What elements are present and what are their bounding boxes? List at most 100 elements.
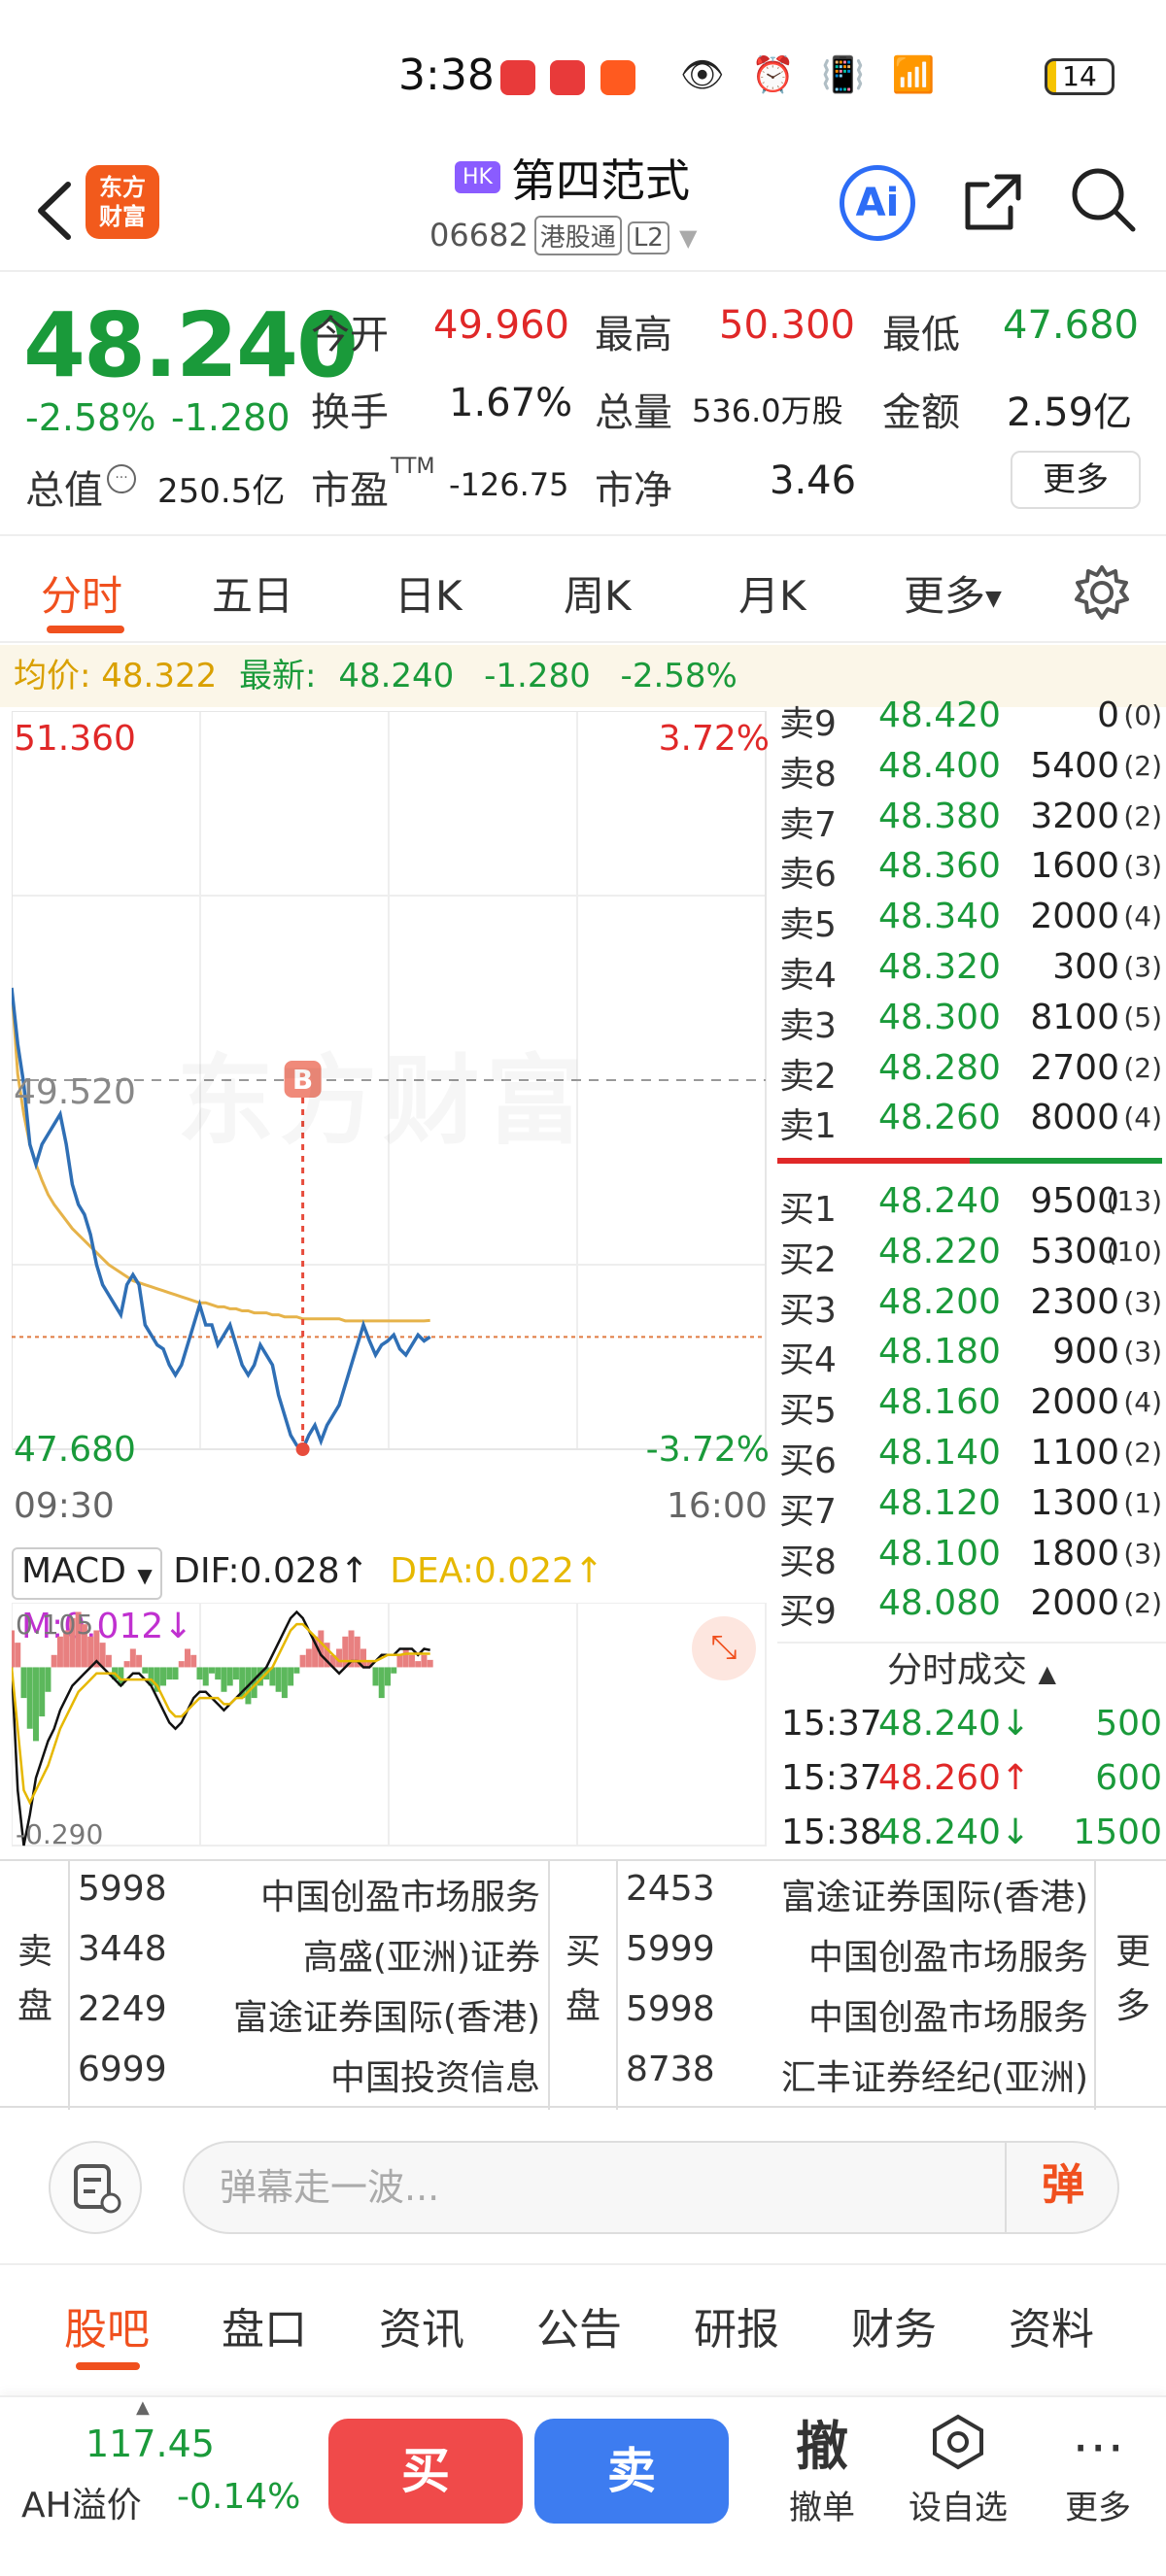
tab-research[interactable]: 研报	[694, 2294, 779, 2356]
tab-weekly-k[interactable]: 周K	[564, 563, 632, 623]
broker-id[interactable]: 2453	[626, 1869, 715, 1909]
broker-id[interactable]: 5999	[626, 1929, 715, 1969]
tab-pankou[interactable]: 盘口	[222, 2294, 307, 2356]
level-price: 48.240	[878, 1181, 1001, 1221]
bid-row[interactable]: 买448.180900(3)	[777, 1326, 1166, 1376]
ask-row[interactable]: 卖748.3803200(2)	[777, 791, 1166, 841]
broker-name[interactable]: 富途证券国际(香港)	[175, 1989, 540, 2040]
tab-more[interactable]: 更多▼	[904, 563, 1002, 623]
level-volume: 5400	[1030, 746, 1119, 786]
info-dots-icon[interactable]: ···	[107, 464, 136, 493]
tab-five-day[interactable]: 五日	[212, 563, 293, 623]
ask-row[interactable]: 卖848.4005400(2)	[777, 740, 1166, 791]
back-arrow-icon[interactable]	[27, 177, 86, 245]
tick-trades-header[interactable]: 分时成交 ▲	[777, 1642, 1166, 1696]
logo-text: 东方	[86, 173, 159, 202]
trade-volume: 600	[1095, 1758, 1162, 1798]
ask-row[interactable]: 卖948.4200(0)	[777, 690, 1166, 740]
stock-code-line[interactable]: 06682港股通L2 ▼	[429, 216, 697, 255]
tab-guba[interactable]: 股吧	[64, 2294, 150, 2356]
bid-row[interactable]: 买648.1401100(2)	[777, 1427, 1166, 1477]
bid-row[interactable]: 买348.2002300(3)	[777, 1276, 1166, 1327]
level-count: (0)	[1123, 699, 1162, 731]
broker-name[interactable]: 中国投资信息	[175, 2050, 540, 2100]
last-price: 48.240	[23, 293, 357, 397]
buy-button[interactable]: 买	[328, 2419, 523, 2524]
broker-id[interactable]: 6999	[78, 2050, 167, 2089]
caret-down-icon: ▼	[137, 1564, 152, 1587]
level-count: (4)	[1123, 900, 1162, 932]
broker-id[interactable]: 5998	[626, 1989, 715, 2029]
macd-bar	[106, 1655, 112, 1668]
ask-row[interactable]: 卖148.2608000(4)	[777, 1092, 1166, 1142]
broker-id[interactable]: 2249	[78, 1989, 167, 2029]
volume-value: 536.0万股	[692, 387, 843, 431]
search-icon[interactable]	[1069, 165, 1137, 233]
tab-more-label: 更多	[904, 572, 985, 620]
cancel-order-button[interactable]: 撤 撤单	[764, 2413, 880, 2528]
macd-chart-svg[interactable]	[12, 1603, 770, 1855]
note-settings-icon[interactable]	[49, 2141, 142, 2234]
tab-news[interactable]: 资讯	[379, 2294, 464, 2356]
ask-row[interactable]: 卖448.320300(3)	[777, 941, 1166, 992]
danmu-input[interactable]: 弹幕走一波...	[183, 2141, 1119, 2234]
broker-name[interactable]: 中国创盈市场服务	[723, 1929, 1088, 1980]
pe-label: 市盈	[311, 458, 389, 515]
tab-profile[interactable]: 资料	[1009, 2294, 1094, 2356]
ask-row[interactable]: 卖548.3402000(4)	[777, 891, 1166, 941]
ask-row[interactable]: 卖248.2802700(2)	[777, 1042, 1166, 1093]
tab-financials[interactable]: 财务	[851, 2294, 937, 2356]
level-count: (3)	[1123, 1336, 1162, 1368]
sell-button[interactable]: 卖	[534, 2419, 729, 2524]
intraday-chart[interactable]: B 东方财富 51.360 3.72% 49.520 47.680 -3.72%	[12, 711, 770, 1478]
broker-id[interactable]: 3448	[78, 1929, 167, 1969]
share-icon[interactable]	[962, 171, 1024, 233]
broker-name[interactable]: 富途证券国际(香港)	[723, 1869, 1088, 1919]
macd-bar	[124, 1661, 130, 1667]
danmu-toggle-button[interactable]: 弹	[1005, 2141, 1119, 2234]
broker-id[interactable]: 5998	[78, 1869, 167, 1909]
notification-app-icon	[500, 60, 535, 95]
bid-row[interactable]: 买948.0802000(2)	[777, 1577, 1166, 1628]
ask-row[interactable]: 卖348.3008100(5)	[777, 992, 1166, 1042]
stock-name[interactable]: 第四范式	[511, 146, 690, 210]
trade-time: 15:37	[781, 1758, 882, 1798]
broker-id[interactable]: 8738	[626, 2050, 715, 2089]
fullscreen-expand-icon[interactable]: ⤡	[692, 1616, 756, 1680]
bid-row[interactable]: 买748.1201300(1)	[777, 1477, 1166, 1528]
level-label: 买2	[779, 1232, 837, 1282]
arrow-up-icon: ↑	[340, 1551, 369, 1591]
broker-more-button[interactable]: 更多	[1112, 1925, 1154, 2034]
bid-row[interactable]: 买548.1602000(4)	[777, 1376, 1166, 1427]
add-watchlist-button[interactable]: 设自选	[900, 2413, 1016, 2528]
macd-bar	[396, 1655, 402, 1668]
chart-top-pct: 3.72%	[659, 719, 770, 759]
tab-intraday[interactable]: 分时	[41, 563, 122, 623]
macd-bar	[300, 1655, 306, 1668]
macd-bar	[385, 1667, 391, 1685]
bid-row[interactable]: 买148.2409500(13)	[777, 1175, 1166, 1226]
bid-row[interactable]: 买848.1001800(3)	[777, 1528, 1166, 1578]
tab-announcements[interactable]: 公告	[536, 2294, 622, 2356]
broker-name[interactable]: 高盛(亚洲)证券	[175, 1929, 540, 1980]
chart-mid-price: 49.520	[14, 1072, 136, 1112]
ah-premium-label[interactable]: AH溢价	[21, 2477, 142, 2527]
indicator-selector[interactable]: MACD ▼	[12, 1547, 162, 1600]
buy-side-label: 买盘	[562, 1925, 604, 2034]
ai-assistant-icon[interactable]: Ai	[840, 165, 915, 241]
more-actions-button[interactable]: ⋯ 更多	[1040, 2413, 1156, 2528]
broker-name[interactable]: 中国创盈市场服务	[723, 1989, 1088, 2040]
pe-value: -126.75	[449, 466, 569, 503]
tab-monthly-k[interactable]: 月K	[738, 563, 806, 623]
more-quote-button[interactable]: 更多	[1011, 451, 1141, 509]
ask-row[interactable]: 卖648.3601600(3)	[777, 840, 1166, 891]
divider	[616, 1861, 618, 2110]
tab-daily-k[interactable]: 日K	[394, 563, 463, 623]
market-badge: HK	[455, 161, 500, 193]
broker-name[interactable]: 中国创盈市场服务	[175, 1869, 540, 1919]
bid-row[interactable]: 买248.2205300(10)	[777, 1226, 1166, 1276]
level-price: 48.340	[878, 897, 1001, 936]
broker-name[interactable]: 汇丰证券经纪(亚洲)	[723, 2050, 1088, 2100]
level-volume: 2000	[1030, 1382, 1119, 1422]
gear-icon[interactable]	[1073, 563, 1131, 622]
